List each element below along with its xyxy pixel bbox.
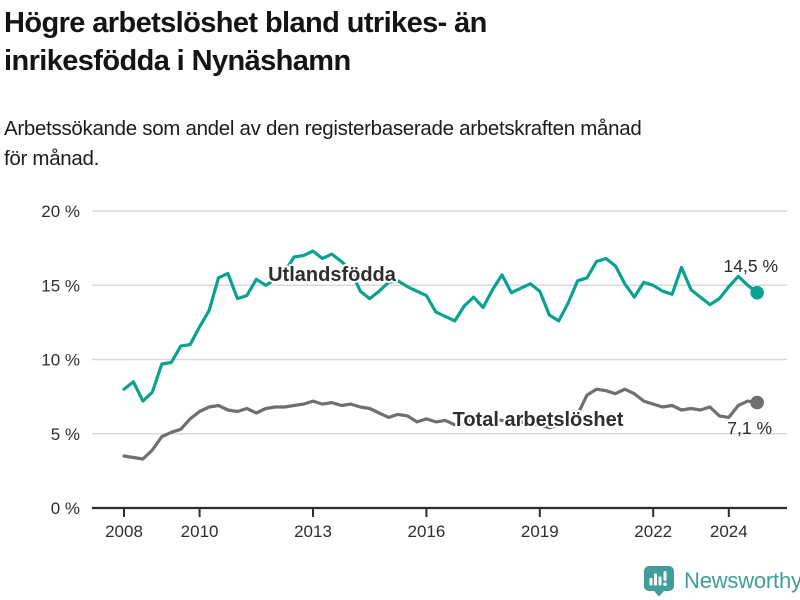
x-tick-label: 2008 — [105, 522, 143, 541]
chart-subtitle: Arbetssökande som andel av den registerb… — [4, 117, 642, 170]
exclamation-bar — [663, 571, 667, 581]
series-end-dot — [750, 395, 764, 410]
x-tick-label: 2024 — [710, 522, 748, 541]
y-tick-label: 20 % — [41, 202, 80, 221]
newsworthy-logo[interactable]: Newsworthy — [642, 564, 800, 598]
newsworthy-icon — [644, 566, 674, 597]
x-tick-label: 2022 — [634, 522, 672, 541]
bar-medium — [658, 576, 662, 586]
y-tick-label: 15 % — [41, 276, 80, 295]
series-end-value-label: 7,1 % — [727, 418, 772, 438]
x-tick-label: 2019 — [521, 522, 559, 541]
x-tick-label: 2016 — [407, 522, 445, 541]
y-tick-label: 10 % — [41, 351, 80, 370]
x-tick-label: 2013 — [294, 522, 332, 541]
newsworthy-wordmark: Newsworthy — [684, 568, 800, 593]
chart-title: Högre arbetslöshet bland utrikes- än inr… — [4, 7, 487, 77]
series-end-value-label: 14,5 % — [724, 256, 778, 276]
series-line-utlandsfodda — [122, 249, 759, 403]
series-line-total — [122, 387, 759, 461]
bar-tall — [654, 573, 657, 586]
x-tick-label: 2010 — [181, 522, 219, 541]
exclamation-dot — [663, 582, 667, 586]
bar-small — [649, 578, 653, 586]
series-label: Total arbetslöshet — [453, 409, 624, 431]
y-tick-label: 0 % — [51, 499, 80, 518]
series-label: Utlandsfödda — [268, 264, 397, 286]
y-tick-label: 5 % — [51, 425, 80, 444]
series-end-dot — [750, 285, 764, 300]
